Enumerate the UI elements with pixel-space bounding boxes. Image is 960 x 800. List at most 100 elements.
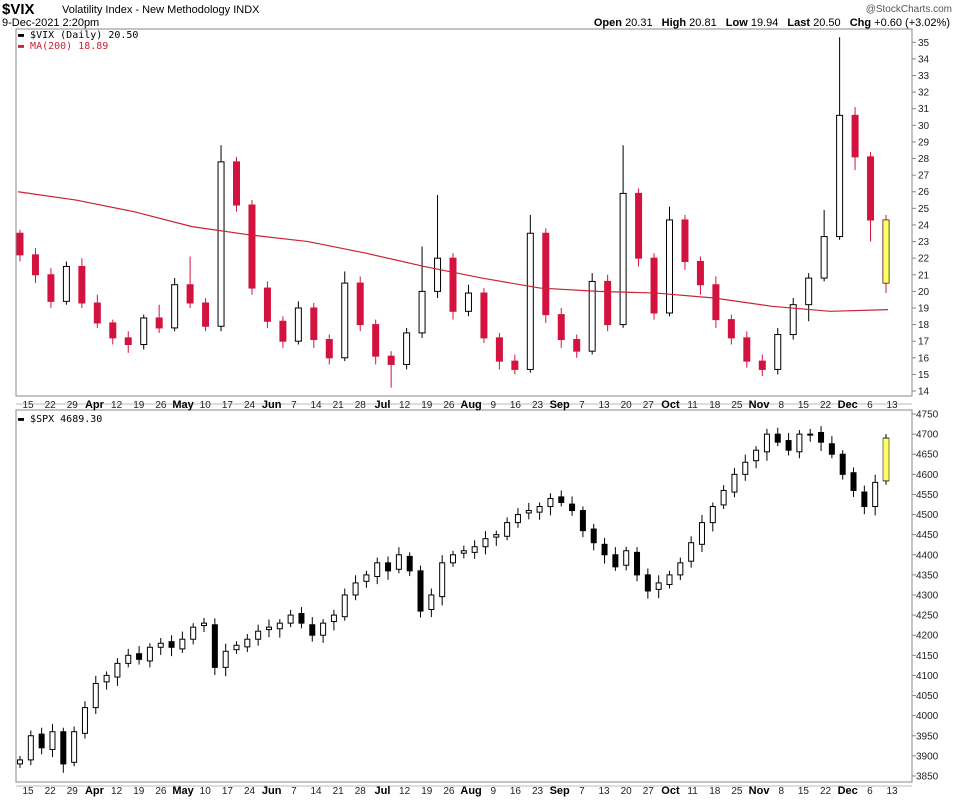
- vix-y-tick-label: 21: [918, 270, 930, 281]
- spx-x-tick-label: Oct: [661, 785, 680, 797]
- vix-candle: [573, 339, 581, 352]
- chart-date: 9-Dec-2021 2:20pm: [2, 17, 100, 29]
- vix-candle: [93, 302, 101, 324]
- vix-y-tick-label: 17: [918, 337, 930, 348]
- vix-candle: [681, 219, 689, 262]
- vix-candle: [588, 280, 596, 352]
- vix-candle: [78, 265, 86, 304]
- spx-candle: [60, 731, 67, 765]
- spx-x-tick-label: 11: [687, 786, 698, 797]
- vix-x-tick-label: 23: [532, 400, 544, 411]
- spx-x-tick-label: 13: [598, 786, 610, 797]
- vix-candle: [155, 317, 163, 329]
- ma-legend-label: MA(200) 18.89: [30, 41, 109, 52]
- vix-legend-label: $VIX (Daily) 20.50: [30, 30, 139, 41]
- spx-candle: [796, 433, 803, 453]
- spx-candle: [287, 614, 294, 624]
- spx-y-tick-label: 4300: [916, 590, 939, 601]
- spx-x-tick-label: 18: [709, 786, 721, 797]
- vix-candle: [325, 339, 333, 359]
- low-label: Low: [725, 17, 748, 29]
- spx-candle: [374, 562, 381, 577]
- vix-x-tick-label: 28: [355, 400, 367, 411]
- vix-x-tick-label: 27: [643, 400, 655, 411]
- vix-candle: [604, 280, 612, 326]
- vix-candle: [619, 192, 627, 326]
- spx-y-tick-label: 4150: [916, 651, 939, 662]
- spx-x-tick-label: 16: [510, 786, 522, 797]
- vix-candle: [263, 287, 271, 322]
- vix-candle: [836, 114, 844, 238]
- spx-x-tick-label: 28: [355, 786, 367, 797]
- vix-candle: [712, 284, 720, 321]
- spx-x-tick-label: 14: [310, 786, 322, 797]
- spx-candle: [49, 731, 56, 750]
- vix-candle: [743, 337, 751, 362]
- spx-candle: [125, 654, 132, 664]
- spx-y-tick-label: 4250: [916, 611, 939, 622]
- vix-candle: [217, 161, 225, 327]
- spx-candle: [471, 546, 478, 553]
- spx-candle: [114, 662, 121, 678]
- spx-candle: [839, 453, 846, 475]
- vix-candle: [495, 337, 503, 362]
- spx-candle: [514, 514, 521, 524]
- spx-candle: [634, 551, 641, 576]
- spx-x-tick-label: Nov: [749, 785, 771, 797]
- spx-y-tick-label: 3850: [916, 771, 939, 782]
- vix-x-tick-label: May: [172, 399, 194, 411]
- spx-y-tick-label: 4400: [916, 550, 939, 561]
- spx-candle: [850, 472, 857, 491]
- vix-candle: [774, 334, 782, 370]
- spx-candle: [330, 614, 337, 623]
- chart-header: $VIX Volatility Index - New Methodology …: [0, 0, 960, 30]
- spx-x-tick-label: 12: [399, 786, 411, 797]
- vix-y-tick-label: 20: [918, 287, 930, 298]
- spx-candle: [103, 674, 110, 683]
- vix-x-tick-label: 22: [820, 400, 832, 411]
- spx-x-tick-label: 8: [778, 786, 784, 797]
- spx-x-tick-label: 12: [111, 786, 123, 797]
- spx-y-tick-label: 4750: [916, 410, 939, 421]
- vix-candle: [248, 204, 256, 289]
- vix-candle: [650, 257, 658, 314]
- vix-x-tick-label: 13: [886, 400, 898, 411]
- vix-x-tick-label: 11: [687, 400, 698, 411]
- vix-candle: [62, 265, 70, 302]
- vix-candle: [526, 232, 534, 370]
- vix-y-tick-label: 27: [918, 171, 930, 182]
- spx-x-tick-label: 17: [222, 786, 234, 797]
- spx-x-tick-label: 25: [731, 786, 743, 797]
- spx-candle: [439, 562, 446, 598]
- vix-candle: [47, 274, 55, 302]
- spx-x-tick-label: Aug: [460, 785, 481, 797]
- vix-y-tick-label: 28: [918, 154, 930, 165]
- spx-candle: [644, 574, 651, 592]
- vix-candle: [372, 324, 380, 357]
- ma200-line: [17, 191, 889, 312]
- spx-candle: [27, 735, 34, 761]
- vix-x-tick-label: Apr: [85, 399, 105, 411]
- vix-candle: [666, 219, 673, 314]
- spx-candle: [406, 555, 413, 572]
- spx-candle: [861, 491, 868, 508]
- spx-x-tick-label: 26: [155, 786, 167, 797]
- spx-y-tick-label: 4550: [916, 490, 939, 501]
- vix-x-tick-label: Sep: [550, 399, 570, 411]
- spx-y-tick-label: 4350: [916, 570, 939, 581]
- spx-legend: ▬ $SPX 4689.30: [18, 414, 103, 425]
- vix-y-tick-label: 22: [918, 254, 930, 265]
- vix-legend: ▬ $VIX (Daily) 20.50: [18, 30, 139, 41]
- spx-candle: [417, 570, 424, 612]
- vix-y-tick-label: 29: [918, 137, 930, 148]
- spx-candle: [623, 550, 630, 566]
- spx-candle: [450, 554, 456, 564]
- spx-candle: [38, 733, 45, 749]
- vix-x-tick-label: 9: [490, 400, 496, 411]
- vix-x-tick-label: 26: [443, 400, 455, 411]
- vix-candle: [387, 355, 395, 365]
- vix-x-tick-label: 20: [621, 400, 633, 411]
- spx-candle: [222, 650, 229, 668]
- spx-candle: [190, 626, 197, 640]
- spx-y-tick-label: 3950: [916, 731, 939, 742]
